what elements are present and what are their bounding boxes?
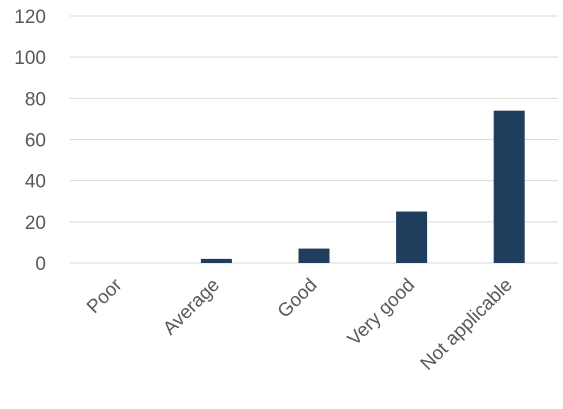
bars <box>200 110 525 263</box>
x-category-label: Poor <box>83 274 127 318</box>
y-tick-label: 60 <box>25 131 46 152</box>
x-category-label: Average <box>159 275 224 340</box>
bar <box>396 211 428 263</box>
y-tick-label: 0 <box>35 254 46 275</box>
y-tick-label: 100 <box>14 48 46 69</box>
x-category-label: Very good <box>344 275 419 350</box>
bar <box>200 258 232 263</box>
x-category-label: Not applicable <box>417 275 517 375</box>
bar <box>493 110 525 263</box>
y-tick-label: 80 <box>25 89 46 110</box>
y-tick-label: 40 <box>25 172 46 193</box>
y-tick-label: 20 <box>25 213 46 234</box>
y-tick-label: 120 <box>14 7 46 28</box>
bar <box>298 248 330 263</box>
y-axis-tick-labels: 0 20 40 60 80 100 120 <box>14 7 46 275</box>
x-category-label: Good <box>274 275 322 323</box>
gridlines <box>70 15 558 264</box>
